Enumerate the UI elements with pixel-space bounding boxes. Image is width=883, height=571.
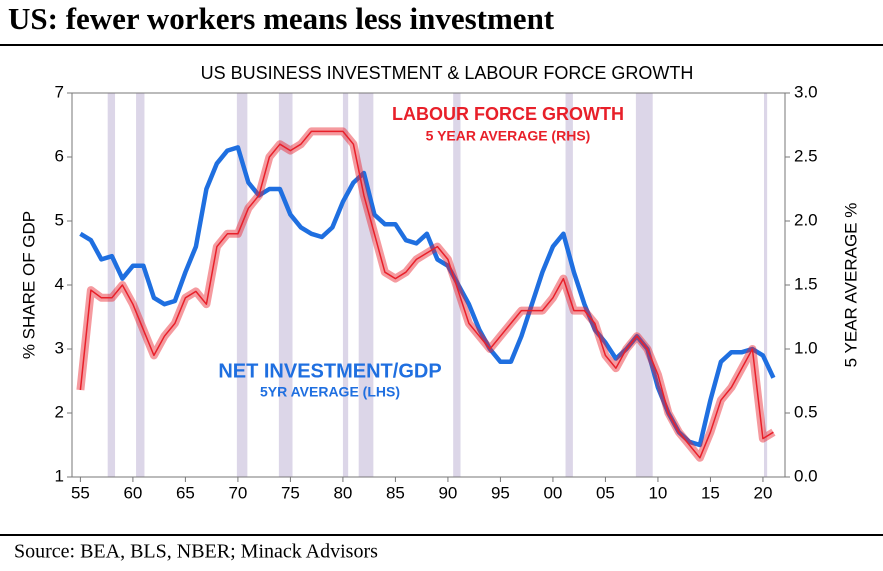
x-tick-label: 05 xyxy=(596,483,615,502)
y2-tick-label: 2.0 xyxy=(794,210,818,229)
x-tick-label: 00 xyxy=(543,483,562,502)
annotation: NET INVESTMENT/GDP xyxy=(218,360,441,382)
x-tick-label: 20 xyxy=(753,483,772,502)
y-tick-label: 4 xyxy=(55,274,64,293)
y-tick-label: 6 xyxy=(55,146,64,165)
x-tick-label: 65 xyxy=(176,483,195,502)
recession-band xyxy=(358,93,374,477)
y-tick-label: 3 xyxy=(55,338,64,357)
y2-tick-label: 1.0 xyxy=(794,338,818,357)
x-tick-label: 75 xyxy=(281,483,300,502)
annotation: 5YR AVERAGE (LHS) xyxy=(260,384,400,400)
x-tick-label: 95 xyxy=(491,483,510,502)
y-axis-label: % SHARE OF GDP xyxy=(19,211,38,359)
recession-band xyxy=(763,93,768,477)
recession-band xyxy=(635,93,653,477)
x-tick-label: 80 xyxy=(333,483,352,502)
recession-band xyxy=(107,93,116,477)
recession-band xyxy=(136,93,145,477)
y2-tick-label: 0.5 xyxy=(794,402,818,421)
annotation: 5 YEAR AVERAGE (RHS) xyxy=(426,128,591,144)
x-tick-label: 15 xyxy=(701,483,720,502)
x-tick-label: 70 xyxy=(228,483,247,502)
y2-tick-label: 0.0 xyxy=(794,466,818,485)
y-tick-label: 2 xyxy=(55,402,64,421)
chart-title: US: fewer workers means less investment xyxy=(8,1,555,36)
y-tick-label: 1 xyxy=(55,466,64,485)
series-glow xyxy=(76,127,776,462)
recession-band xyxy=(236,93,248,477)
y2-tick-label: 2.5 xyxy=(794,146,818,165)
y-tick-label: 5 xyxy=(55,210,64,229)
series-line xyxy=(79,130,774,459)
recession-band xyxy=(565,93,573,477)
chart-subtitle: US BUSINESS INVESTMENT & LABOUR FORCE GR… xyxy=(201,63,694,83)
y2-tick-label: 3.0 xyxy=(794,82,818,101)
x-tick-label: 55 xyxy=(71,483,90,502)
series-line xyxy=(79,145,776,448)
x-tick-label: 60 xyxy=(123,483,142,502)
y2-axis-label: 5 YEAR AVERAGE % xyxy=(841,203,860,368)
y2-tick-label: 1.5 xyxy=(794,274,818,293)
annotation: LABOUR FORCE GROWTH xyxy=(392,104,624,124)
x-tick-label: 85 xyxy=(386,483,405,502)
x-tick-label: 10 xyxy=(648,483,667,502)
x-tick-label: 90 xyxy=(438,483,457,502)
y-tick-label: 7 xyxy=(55,82,64,101)
source-note: Source: BEA, BLS, NBER; Minack Advisors xyxy=(14,541,378,563)
recession-band xyxy=(342,93,349,477)
